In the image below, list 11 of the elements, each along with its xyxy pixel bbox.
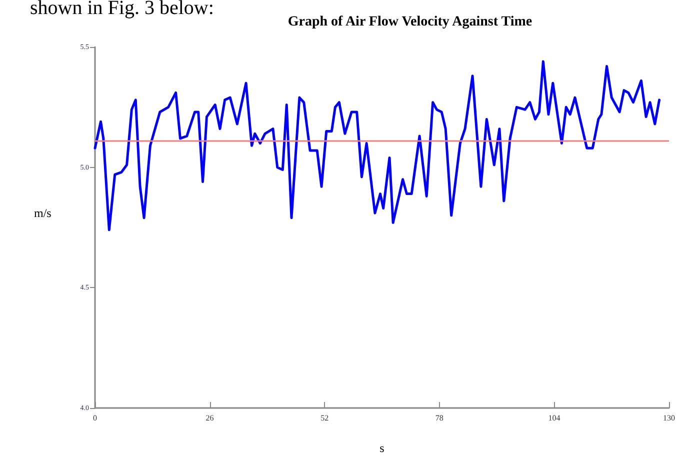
- x-axis-title: s: [380, 441, 385, 455]
- x-tick-label: 78: [435, 414, 444, 422]
- x-tick-label: 130: [663, 414, 675, 422]
- line-series: [94, 60, 661, 232]
- chart-title: Graph of Air Flow Velocity Against Time: [288, 14, 532, 30]
- x-tick-label: 52: [320, 414, 329, 422]
- x-tick-label: 26: [206, 414, 214, 422]
- y-axis-title: m/s: [34, 206, 52, 220]
- text: shown in Fig. 3 below:: [30, 0, 214, 19]
- x-tick-label: 104: [548, 414, 560, 422]
- x-tick-label: 0: [93, 414, 97, 422]
